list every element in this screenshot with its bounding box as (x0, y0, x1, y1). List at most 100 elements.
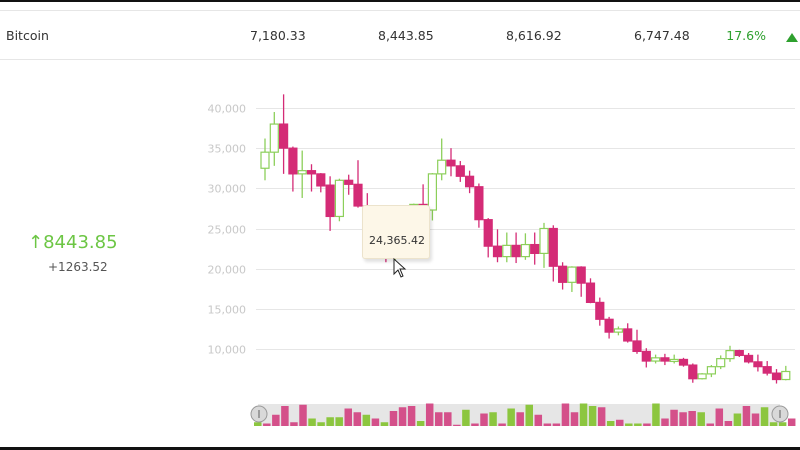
coin-row-bitcoin[interactable]: Bitcoin 7,180.33 8,443.85 8,616.92 6,747… (0, 10, 800, 60)
candle-down[interactable] (641, 350, 651, 362)
volume-bar (697, 412, 705, 426)
candle-up[interactable] (669, 358, 679, 363)
volume-bar (715, 408, 724, 426)
y-axis-label: 20,000 (208, 264, 247, 277)
candle-up[interactable] (716, 358, 726, 368)
candle-up[interactable] (334, 179, 344, 218)
candle-down[interactable] (483, 219, 493, 247)
candle-down[interactable] (316, 173, 326, 187)
candle-down[interactable] (446, 159, 456, 167)
volume-bar (679, 412, 687, 426)
volume-bar (398, 407, 407, 426)
candle-down[interactable] (455, 165, 465, 177)
candle-down[interactable] (762, 366, 772, 374)
low-value: 6,747.48 (634, 28, 690, 43)
candle-up[interactable] (781, 370, 791, 381)
candle-down[interactable] (353, 183, 363, 207)
candle-down[interactable] (344, 179, 354, 185)
candle-up[interactable] (269, 123, 279, 153)
candle-down[interactable] (604, 318, 614, 333)
candle-down[interactable] (548, 227, 558, 267)
volume-bar (733, 413, 742, 426)
volume-bar (281, 406, 289, 426)
candle-up[interactable] (437, 159, 447, 175)
volume-bar (606, 421, 615, 426)
volume-bar (643, 423, 651, 426)
volume-bar (308, 418, 316, 426)
volume-bar (751, 413, 760, 426)
candle-down[interactable] (632, 340, 642, 353)
volume-bar (543, 423, 552, 426)
candle-down[interactable] (595, 301, 605, 320)
y-axis-label: 30,000 (208, 183, 247, 196)
volume-bar (335, 417, 343, 426)
candle-up[interactable] (520, 243, 531, 258)
candle-down[interactable] (771, 372, 782, 381)
candle-down[interactable] (688, 364, 698, 380)
bottom-border (0, 447, 800, 450)
volume-bar (344, 408, 352, 426)
volume-bar (290, 422, 298, 426)
candle-up[interactable] (567, 266, 577, 283)
candle-up[interactable] (650, 357, 661, 362)
volume-bar (769, 422, 778, 426)
candle-up[interactable] (697, 373, 707, 380)
candle-down[interactable] (753, 361, 763, 368)
volume-bar (480, 413, 488, 426)
triangle-up-icon (786, 33, 798, 42)
y-axis-label: 35,000 (208, 143, 247, 156)
candle-down[interactable] (678, 358, 689, 366)
candle-down[interactable] (288, 147, 298, 175)
volume-bar (579, 403, 588, 426)
volume-bar (634, 423, 642, 426)
coin-name: Bitcoin (6, 28, 49, 43)
candle-down[interactable] (279, 123, 289, 149)
volume-bar (706, 423, 714, 426)
volume-bar (525, 404, 533, 426)
candle-up[interactable] (539, 227, 549, 255)
change-percent: 17.6% (726, 28, 766, 43)
volume-bar (416, 421, 425, 426)
candle-down[interactable] (557, 265, 568, 283)
volume-bar (362, 414, 371, 426)
price-change: +1263.52 (48, 260, 108, 274)
volume-bar (489, 412, 497, 426)
candle-up[interactable] (613, 328, 624, 333)
candle-up[interactable] (427, 173, 437, 211)
price-value: 8443.85 (43, 232, 118, 253)
candle-down[interactable] (734, 350, 744, 357)
volume-bar (787, 418, 796, 426)
volume-bar (389, 411, 398, 426)
volume-bar (263, 423, 271, 426)
candle-down[interactable] (492, 245, 503, 258)
open-value: 7,180.33 (250, 28, 306, 43)
volume-bar (742, 406, 751, 426)
volume-bar (625, 423, 633, 426)
volume-bar (299, 404, 307, 426)
candle-down[interactable] (623, 328, 633, 342)
candle-up[interactable] (260, 151, 270, 169)
candle-down[interactable] (511, 244, 521, 258)
candle-up[interactable] (297, 170, 307, 175)
candle-down[interactable] (465, 175, 475, 188)
volume-bar (380, 422, 389, 426)
candle-up[interactable] (706, 366, 717, 375)
volume-bar (317, 422, 325, 426)
volume-bar (534, 414, 543, 426)
volume-bar (616, 419, 624, 426)
volume-bar (435, 412, 443, 426)
candle-down[interactable] (306, 170, 317, 175)
volume-bar (552, 423, 561, 426)
candle-down[interactable] (474, 186, 484, 221)
candle-down[interactable] (576, 266, 586, 284)
candle-down[interactable] (743, 354, 754, 363)
candle-up[interactable] (725, 350, 735, 360)
candle-down[interactable] (660, 357, 670, 362)
candle-down[interactable] (585, 282, 596, 304)
candle-down[interactable] (530, 243, 540, 255)
volume-bar (425, 403, 434, 426)
candle-up[interactable] (502, 244, 512, 258)
volume-bar (688, 411, 696, 426)
candle-down[interactable] (325, 184, 335, 218)
